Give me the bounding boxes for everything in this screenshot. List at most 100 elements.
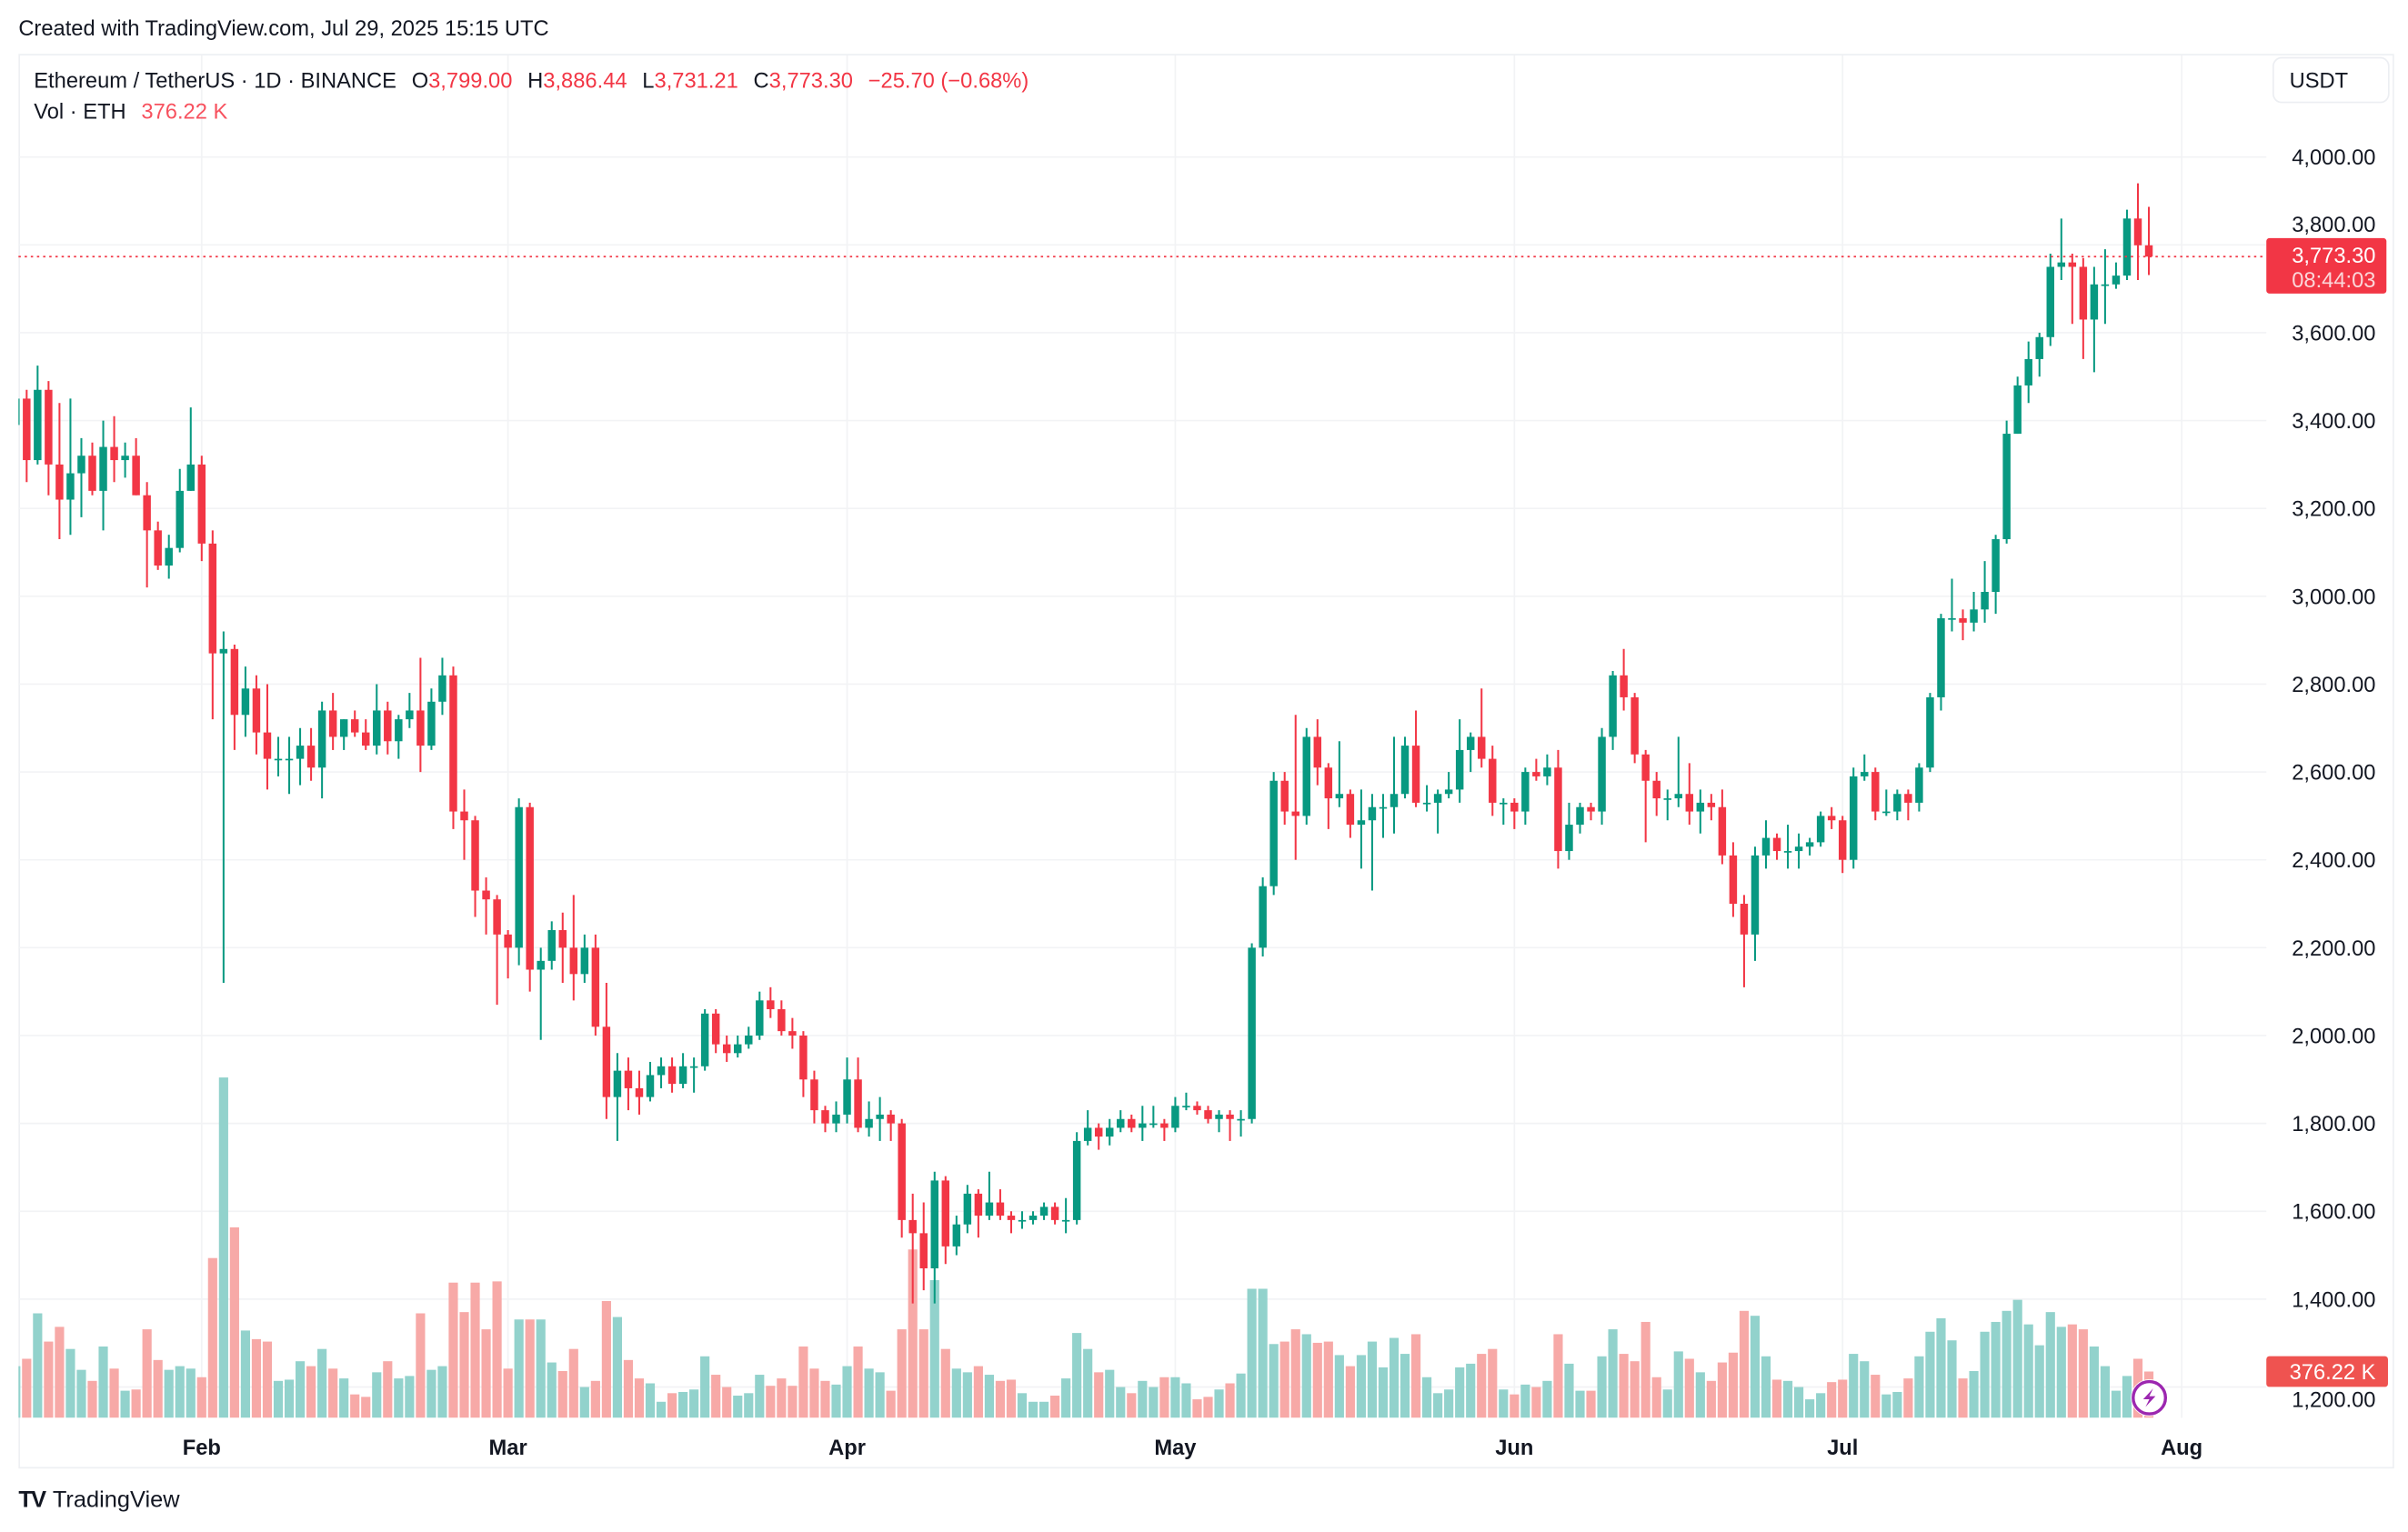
candle bbox=[230, 644, 239, 750]
candle bbox=[1139, 1106, 1147, 1141]
candle bbox=[515, 798, 523, 966]
candle bbox=[526, 802, 534, 992]
volume-bar bbox=[1236, 1373, 1246, 1418]
candle bbox=[667, 1057, 677, 1093]
candle bbox=[646, 1061, 655, 1102]
candle bbox=[887, 1110, 895, 1141]
candle bbox=[1751, 846, 1760, 961]
candle-body bbox=[1783, 851, 1792, 853]
price-axis[interactable]: 4,000.00 3,800.00 3,600.00 3,400.00 3,200.00… bbox=[2292, 146, 2375, 1412]
candle-body bbox=[143, 495, 151, 531]
candle bbox=[898, 1118, 906, 1238]
candle bbox=[1772, 833, 1781, 860]
candle-body bbox=[1696, 802, 1705, 812]
volume-bar bbox=[853, 1346, 863, 1418]
candle-body bbox=[526, 806, 534, 970]
candle bbox=[1335, 741, 1344, 807]
volume-row: Vol · ETH 376.22 K bbox=[34, 95, 1028, 126]
candle bbox=[1313, 719, 1322, 786]
candle-body bbox=[55, 464, 64, 500]
candle bbox=[2090, 266, 2099, 373]
volume-bar bbox=[995, 1380, 1006, 1418]
candle bbox=[1718, 789, 1727, 865]
candle bbox=[1565, 802, 1573, 860]
candle bbox=[1937, 614, 1945, 711]
candle bbox=[1926, 693, 1934, 773]
volume-label[interactable]: Vol · ETH bbox=[34, 98, 126, 124]
candle bbox=[1368, 794, 1377, 891]
volume-bars bbox=[18, 1077, 2154, 1418]
volume-bar bbox=[317, 1348, 327, 1418]
candle bbox=[974, 1189, 983, 1238]
volume-bar bbox=[809, 1368, 819, 1418]
candle-body bbox=[1652, 780, 1661, 799]
candle-body bbox=[2112, 275, 2121, 285]
candle-body bbox=[23, 398, 31, 461]
volume-bar bbox=[1159, 1377, 1169, 1418]
candle bbox=[778, 1000, 786, 1036]
volume-bar bbox=[55, 1327, 65, 1418]
volume-bar bbox=[689, 1389, 699, 1418]
volume-bar bbox=[1771, 1379, 1782, 1418]
candle-body bbox=[1620, 675, 1628, 697]
volume-bar bbox=[1651, 1377, 1661, 1418]
candle-body bbox=[1117, 1118, 1125, 1128]
candle-body bbox=[186, 464, 195, 491]
volume-bar bbox=[1050, 1396, 1060, 1418]
candle-body bbox=[2035, 336, 2043, 359]
volume-bar bbox=[1192, 1399, 1202, 1418]
candle-body bbox=[1489, 758, 1497, 803]
candle bbox=[657, 1057, 666, 1088]
candle-body bbox=[591, 947, 600, 1027]
candle-body bbox=[1707, 802, 1716, 807]
candle-body bbox=[1400, 746, 1410, 795]
candle bbox=[362, 719, 370, 750]
candle-body bbox=[843, 1079, 851, 1115]
candle-body bbox=[821, 1110, 829, 1124]
candle-body bbox=[908, 1219, 917, 1234]
candle bbox=[711, 1008, 720, 1054]
volume-bar bbox=[2122, 1376, 2132, 1418]
candle-body bbox=[1259, 886, 1267, 948]
candle bbox=[930, 1171, 938, 1304]
tradingview-logo[interactable]: TV TradingView bbox=[18, 1487, 179, 1514]
chart-frame bbox=[18, 54, 2394, 1469]
time-axis[interactable]: Feb Mar Apr May Jun Jul Aug bbox=[183, 1437, 2202, 1460]
currency-button[interactable]: USDT bbox=[2273, 56, 2390, 104]
volume-bar bbox=[284, 1379, 295, 1418]
candle-body bbox=[1018, 1219, 1027, 1222]
lightning-icon[interactable] bbox=[2131, 1379, 2168, 1417]
volume-bar bbox=[1433, 1393, 1443, 1418]
candle bbox=[1609, 670, 1617, 750]
price-tick-label: 2,200.00 bbox=[2292, 937, 2375, 961]
candle bbox=[1838, 816, 1847, 874]
symbol-title[interactable]: Ethereum / TetherUS · 1D · BINANCE bbox=[34, 67, 396, 93]
candle bbox=[1117, 1110, 1125, 1133]
candle bbox=[1455, 719, 1464, 803]
volume-bar bbox=[1947, 1340, 1957, 1418]
candle-body bbox=[767, 1000, 775, 1009]
price-tick-label: 2,600.00 bbox=[2292, 762, 2375, 786]
price-tick-label: 1,800.00 bbox=[2292, 1113, 2375, 1136]
volume-bar bbox=[886, 1390, 896, 1418]
price-tick-label: 4,000.00 bbox=[2292, 146, 2375, 170]
time-tick-label: Apr bbox=[828, 1437, 866, 1460]
volume-bar bbox=[1980, 1331, 1990, 1418]
candle-body bbox=[963, 1193, 972, 1225]
volume-bar bbox=[196, 1377, 206, 1418]
volume-bar bbox=[1334, 1355, 1344, 1418]
candle bbox=[416, 657, 425, 773]
volume-bar bbox=[18, 1366, 21, 1418]
candle bbox=[810, 1070, 818, 1124]
volume-bar bbox=[131, 1389, 141, 1418]
volume-bar bbox=[984, 1375, 994, 1418]
candle bbox=[66, 398, 75, 536]
candle-body bbox=[1992, 539, 2000, 592]
candle-body bbox=[110, 446, 118, 461]
candle-body bbox=[689, 1066, 698, 1068]
candle bbox=[99, 420, 107, 531]
candle-body bbox=[1663, 798, 1671, 800]
candle-body bbox=[1893, 794, 1901, 812]
candle bbox=[1149, 1106, 1158, 1128]
